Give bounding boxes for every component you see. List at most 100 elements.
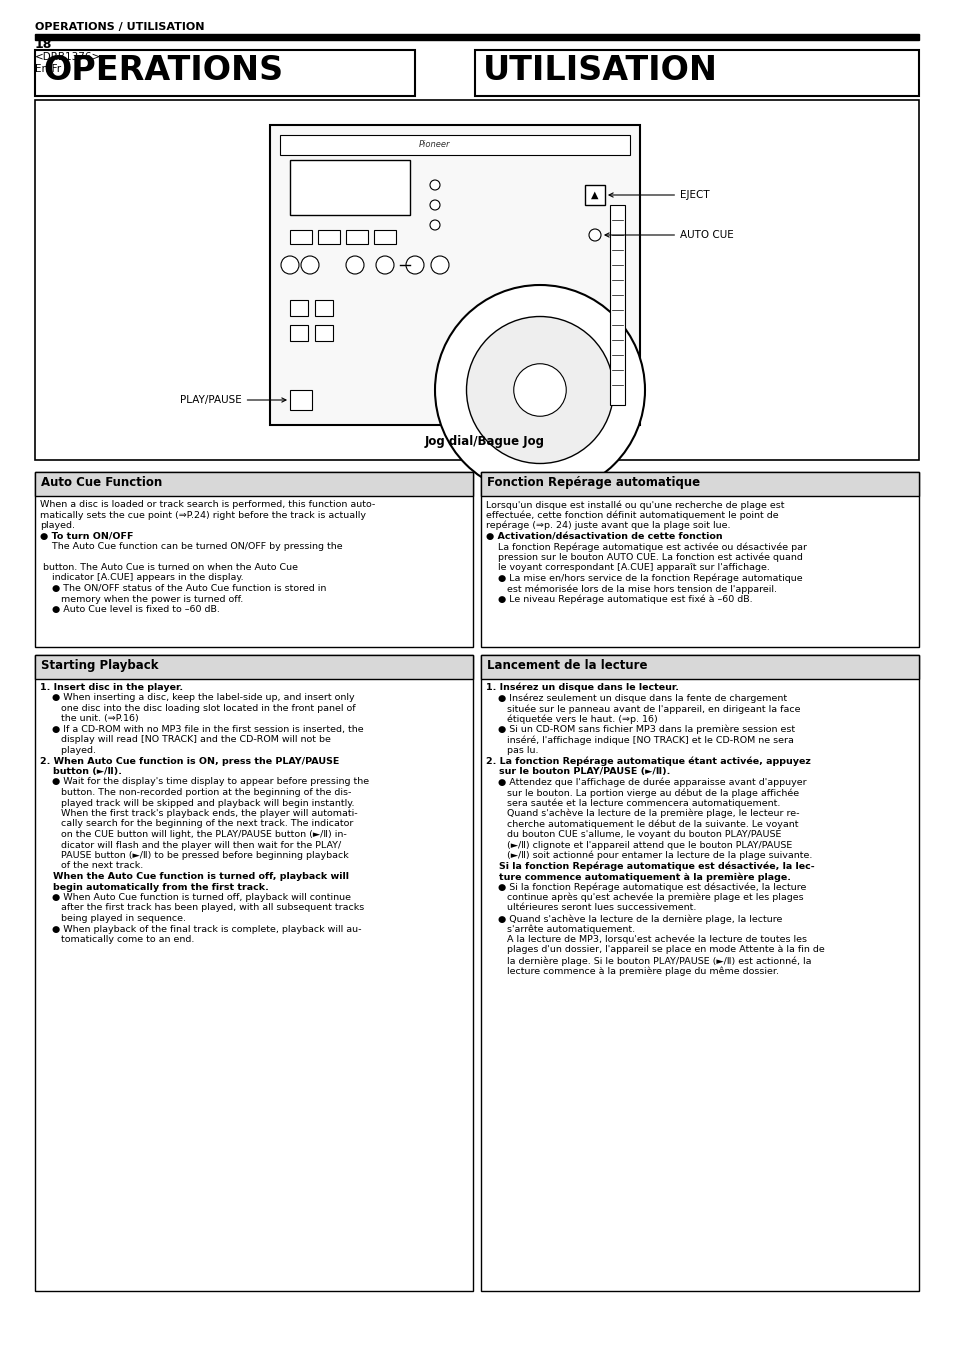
Text: ● When inserting a disc, keep the label-side up, and insert only: ● When inserting a disc, keep the label-… bbox=[40, 693, 355, 703]
Text: ● Auto Cue level is fixed to –60 dB.: ● Auto Cue level is fixed to –60 dB. bbox=[40, 605, 219, 613]
Text: pas lu.: pas lu. bbox=[485, 746, 537, 755]
Text: cherche automatiquement le début de la suivante. Le voyant: cherche automatiquement le début de la s… bbox=[485, 820, 798, 830]
Circle shape bbox=[514, 363, 566, 416]
Bar bbox=[374, 230, 395, 245]
Circle shape bbox=[588, 230, 600, 240]
Text: ● Wait for the display's time display to appear before pressing the: ● Wait for the display's time display to… bbox=[40, 777, 369, 786]
Text: ● Quand s'achève la lecture de la dernière plage, la lecture: ● Quand s'achève la lecture de la derniè… bbox=[485, 915, 781, 924]
Text: 18: 18 bbox=[35, 38, 52, 51]
Bar bbox=[290, 230, 312, 245]
Text: ● The ON/OFF status of the Auto Cue function is stored in: ● The ON/OFF status of the Auto Cue func… bbox=[40, 584, 326, 593]
Text: inséré, l'affichage indique [NO TRACK] et le CD-ROM ne sera: inséré, l'affichage indique [NO TRACK] e… bbox=[485, 735, 793, 744]
Text: Fonction Repérage automatique: Fonction Repérage automatique bbox=[486, 476, 700, 489]
Bar bbox=[35, 471, 473, 647]
Text: sur le bouton PLAY/PAUSE (►/Ⅱ).: sur le bouton PLAY/PAUSE (►/Ⅱ). bbox=[485, 767, 670, 775]
Bar bbox=[35, 34, 918, 35]
Bar bbox=[609, 205, 624, 405]
Text: OPERATIONS / UTILISATION: OPERATIONS / UTILISATION bbox=[35, 22, 204, 32]
Text: button. The non-recorded portion at the beginning of the dis-: button. The non-recorded portion at the … bbox=[40, 788, 351, 797]
Text: on the CUE button will light, the PLAY/PAUSE button (►/Ⅱ) in-: on the CUE button will light, the PLAY/P… bbox=[40, 830, 346, 839]
Text: played.: played. bbox=[40, 521, 75, 530]
Text: étiquetée vers le haut. (⇒p. 16): étiquetée vers le haut. (⇒p. 16) bbox=[485, 715, 657, 724]
Circle shape bbox=[435, 285, 644, 494]
Text: UTILISATION: UTILISATION bbox=[482, 54, 718, 86]
Text: 2. La fonction Repérage automatique étant activée, appuyez: 2. La fonction Repérage automatique étan… bbox=[485, 757, 810, 766]
Text: of the next track.: of the next track. bbox=[40, 862, 143, 870]
Text: played.: played. bbox=[40, 746, 96, 755]
Text: A la lecture de MP3, lorsqu'est achevée la lecture de toutes les: A la lecture de MP3, lorsqu'est achevée … bbox=[485, 935, 806, 944]
Text: button (►/Ⅱ).: button (►/Ⅱ). bbox=[40, 767, 122, 775]
Bar bbox=[584, 185, 604, 205]
Bar bbox=[314, 300, 333, 316]
Text: <DRB1376>: <DRB1376> bbox=[35, 51, 101, 62]
Text: Jog dial/Bague Jog: Jog dial/Bague Jog bbox=[424, 435, 544, 449]
Text: When the first track's playback ends, the player will automati-: When the first track's playback ends, th… bbox=[40, 809, 357, 817]
Text: ● Insérez seulement un disque dans la fente de chargement: ● Insérez seulement un disque dans la fe… bbox=[485, 693, 786, 703]
Text: memory when the power is turned off.: memory when the power is turned off. bbox=[40, 594, 243, 604]
Bar bbox=[314, 326, 333, 340]
Circle shape bbox=[406, 255, 423, 274]
Text: repérage (⇒p. 24) juste avant que la plage soit lue.: repérage (⇒p. 24) juste avant que la pla… bbox=[485, 521, 730, 531]
Text: the unit. (⇒P.16): the unit. (⇒P.16) bbox=[40, 715, 138, 724]
Text: EJECT: EJECT bbox=[608, 190, 709, 200]
Text: située sur le panneau avant de l'appareil, en dirigeant la face: située sur le panneau avant de l'apparei… bbox=[485, 704, 800, 713]
Circle shape bbox=[431, 255, 449, 274]
Text: pression sur le bouton AUTO CUE. La fonction est activée quand: pression sur le bouton AUTO CUE. La fonc… bbox=[485, 553, 802, 562]
Text: ● When playback of the final track is complete, playback will au-: ● When playback of the final track is co… bbox=[40, 924, 361, 934]
Bar bbox=[290, 159, 410, 215]
Text: ultérieures seront lues successivement.: ultérieures seront lues successivement. bbox=[485, 904, 696, 912]
Text: sur le bouton. La portion vierge au début de la plage affichée: sur le bouton. La portion vierge au débu… bbox=[485, 788, 799, 797]
Text: indicator [A.CUE] appears in the display.: indicator [A.CUE] appears in the display… bbox=[40, 574, 243, 582]
Circle shape bbox=[301, 255, 318, 274]
Circle shape bbox=[346, 255, 364, 274]
Text: En/Fr: En/Fr bbox=[35, 63, 61, 74]
Text: le voyant correspondant [A.CUE] apparaît sur l'affichage.: le voyant correspondant [A.CUE] apparaît… bbox=[485, 563, 769, 571]
Text: La fonction Repérage automatique est activée ou désactivée par: La fonction Repérage automatique est act… bbox=[485, 542, 806, 551]
Bar bbox=[280, 135, 629, 155]
Bar bbox=[35, 655, 473, 680]
Text: 2. When Auto Cue function is ON, press the PLAY/PAUSE: 2. When Auto Cue function is ON, press t… bbox=[40, 757, 339, 766]
Text: one disc into the disc loading slot located in the front panel of: one disc into the disc loading slot loca… bbox=[40, 704, 355, 713]
Bar bbox=[480, 655, 918, 680]
Text: button. The Auto Cue is turned on when the Auto Cue: button. The Auto Cue is turned on when t… bbox=[40, 563, 297, 571]
Text: sera sautée et la lecture commencera automatiquement.: sera sautée et la lecture commencera aut… bbox=[485, 798, 780, 808]
Text: played track will be skipped and playback will begin instantly.: played track will be skipped and playbac… bbox=[40, 798, 355, 808]
Text: lecture commence à la première plage du même dossier.: lecture commence à la première plage du … bbox=[485, 966, 779, 975]
Circle shape bbox=[430, 180, 439, 190]
Text: When a disc is loaded or track search is performed, this function auto-: When a disc is loaded or track search is… bbox=[40, 500, 375, 509]
Text: continue après qu'est achevée la première plage et les plages: continue après qu'est achevée la premièr… bbox=[485, 893, 802, 902]
Text: 1. Insert disc in the player.: 1. Insert disc in the player. bbox=[40, 684, 183, 692]
Text: AUTO CUE: AUTO CUE bbox=[604, 230, 733, 240]
Text: (►/Ⅱ) soit actionné pour entamer la lecture de la plage suivante.: (►/Ⅱ) soit actionné pour entamer la lect… bbox=[485, 851, 812, 861]
Text: ● To turn ON/OFF: ● To turn ON/OFF bbox=[40, 531, 133, 540]
Text: ▲: ▲ bbox=[591, 190, 598, 200]
Text: tomatically come to an end.: tomatically come to an end. bbox=[40, 935, 194, 944]
Text: cally search for the beginning of the next track. The indicator: cally search for the beginning of the ne… bbox=[40, 820, 353, 828]
Text: The Auto Cue function can be turned ON/OFF by pressing the: The Auto Cue function can be turned ON/O… bbox=[40, 542, 342, 551]
Bar bbox=[475, 50, 918, 96]
Bar bbox=[290, 390, 312, 409]
Text: ● La mise en/hors service de la fonction Repérage automatique: ● La mise en/hors service de la fonction… bbox=[485, 574, 801, 584]
Text: When the Auto Cue function is turned off, playback will: When the Auto Cue function is turned off… bbox=[40, 871, 349, 881]
Text: ● Activation/désactivation de cette fonction: ● Activation/désactivation de cette fonc… bbox=[485, 531, 721, 540]
Text: ● Le niveau Repérage automatique est fixé à –60 dB.: ● Le niveau Repérage automatique est fix… bbox=[485, 594, 752, 604]
Text: Pioneer: Pioneer bbox=[418, 141, 450, 149]
Text: ● If a CD-ROM with no MP3 file in the first session is inserted, the: ● If a CD-ROM with no MP3 file in the fi… bbox=[40, 725, 363, 734]
Text: du bouton CUE s'allume, le voyant du bouton PLAY/PAUSE: du bouton CUE s'allume, le voyant du bou… bbox=[485, 830, 781, 839]
Bar bbox=[290, 300, 308, 316]
Bar bbox=[35, 100, 918, 459]
Text: dicator will flash and the player will then wait for the PLAY/: dicator will flash and the player will t… bbox=[40, 840, 341, 850]
Text: ● Si la fonction Repérage automatique est désactivée, la lecture: ● Si la fonction Repérage automatique es… bbox=[485, 882, 805, 892]
Bar bbox=[480, 655, 918, 1292]
Bar bbox=[35, 50, 415, 96]
Text: est mémorisée lors de la mise hors tension de l'appareil.: est mémorisée lors de la mise hors tensi… bbox=[485, 584, 776, 593]
Bar bbox=[346, 230, 368, 245]
Text: la dernière plage. Si le bouton PLAY/PAUSE (►/Ⅱ) est actionné, la: la dernière plage. Si le bouton PLAY/PAU… bbox=[485, 957, 811, 966]
Bar bbox=[480, 471, 918, 496]
Text: OPERATIONS: OPERATIONS bbox=[43, 54, 283, 86]
Bar bbox=[290, 326, 308, 340]
Text: after the first track has been played, with all subsequent tracks: after the first track has been played, w… bbox=[40, 904, 364, 912]
Text: Quand s'achève la lecture de la première plage, le lecteur re-: Quand s'achève la lecture de la première… bbox=[485, 809, 799, 819]
Text: being played in sequence.: being played in sequence. bbox=[40, 915, 186, 923]
Text: ● Si un CD-ROM sans fichier MP3 dans la première session est: ● Si un CD-ROM sans fichier MP3 dans la … bbox=[485, 725, 794, 735]
